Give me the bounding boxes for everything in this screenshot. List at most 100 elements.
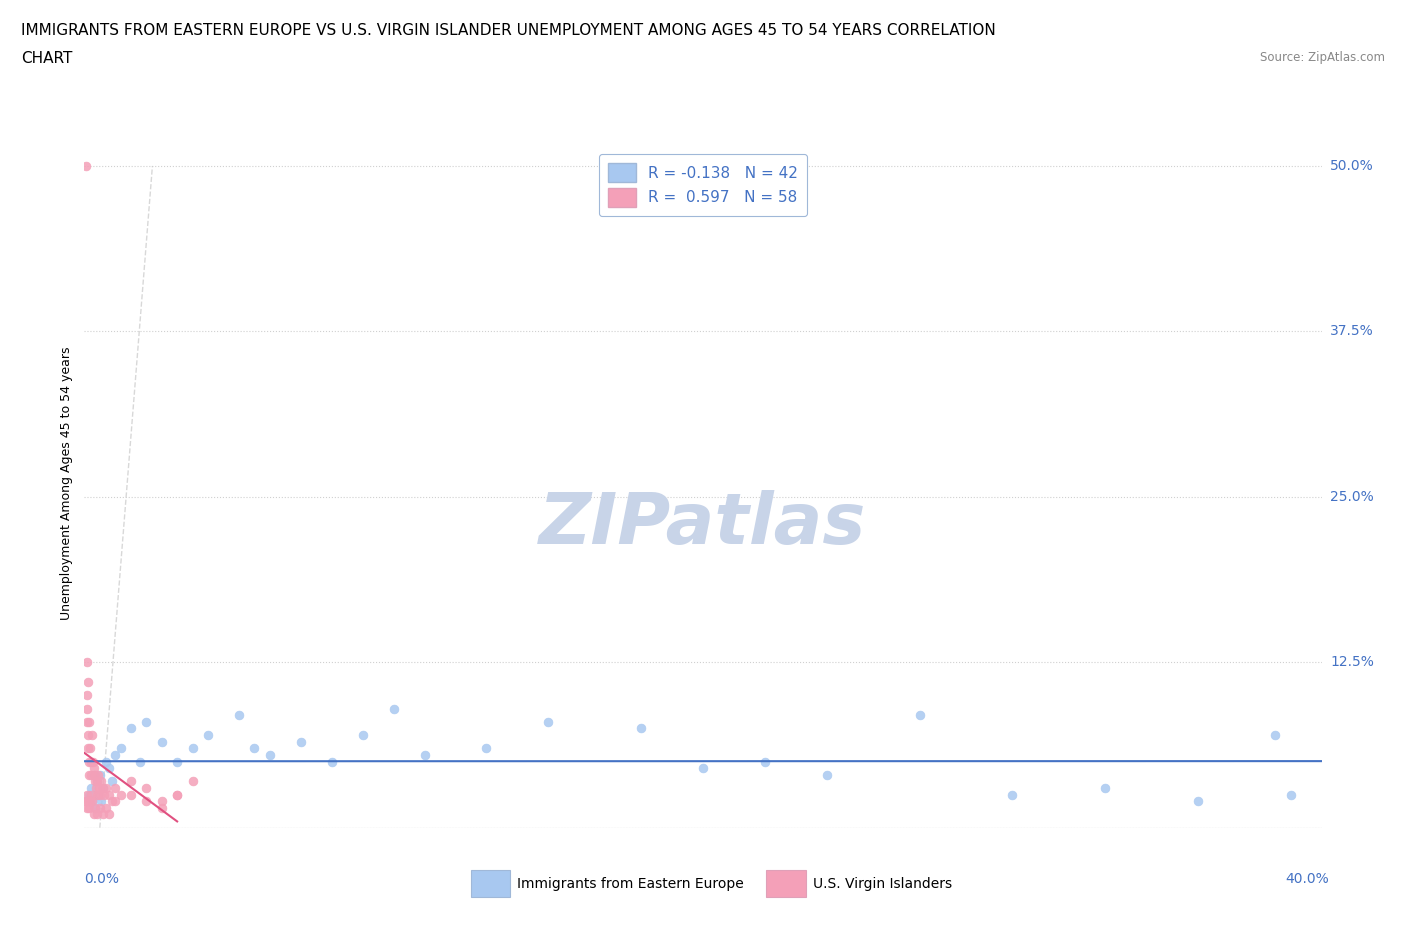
- Point: [101, 774, 124, 789]
- Point: [259, 748, 281, 763]
- Point: [79, 754, 101, 769]
- Point: [537, 714, 560, 729]
- Point: [83, 807, 105, 822]
- Point: [181, 741, 204, 756]
- Point: [290, 735, 312, 750]
- Point: [77, 794, 100, 809]
- Point: [1187, 794, 1209, 809]
- Point: [135, 714, 157, 729]
- Point: [754, 754, 776, 769]
- Point: [77, 741, 100, 756]
- Point: [98, 761, 121, 776]
- Point: [79, 780, 101, 795]
- Point: [166, 787, 188, 802]
- Point: [352, 727, 374, 742]
- Point: [166, 754, 188, 769]
- Point: [82, 794, 104, 809]
- Point: [79, 741, 101, 756]
- Point: [82, 754, 104, 769]
- Point: [75, 794, 97, 809]
- Point: [76, 701, 98, 716]
- Point: [1264, 727, 1286, 742]
- Point: [120, 721, 142, 736]
- Point: [83, 761, 105, 776]
- Text: U.S. Virgin Islanders: U.S. Virgin Islanders: [813, 876, 952, 891]
- Point: [475, 741, 498, 756]
- Point: [77, 787, 100, 802]
- Y-axis label: Unemployment Among Ages 45 to 54 years: Unemployment Among Ages 45 to 54 years: [60, 347, 73, 620]
- Point: [98, 807, 121, 822]
- Point: [135, 780, 157, 795]
- Point: [89, 801, 111, 816]
- Point: [166, 787, 188, 802]
- Point: [94, 754, 117, 769]
- Point: [82, 727, 104, 742]
- Point: [82, 794, 104, 809]
- Point: [98, 787, 121, 802]
- Point: [79, 767, 101, 782]
- Point: [76, 655, 98, 670]
- Legend: R = -0.138   N = 42, R =  0.597   N = 58: R = -0.138 N = 42, R = 0.597 N = 58: [599, 154, 807, 216]
- Text: 0.0%: 0.0%: [84, 871, 120, 886]
- Point: [80, 767, 103, 782]
- Point: [413, 748, 436, 763]
- Point: [87, 787, 110, 802]
- Text: 40.0%: 40.0%: [1285, 871, 1329, 886]
- Point: [76, 727, 98, 742]
- Point: [89, 780, 111, 795]
- Point: [243, 741, 266, 756]
- Point: [150, 735, 173, 750]
- Point: [120, 787, 142, 802]
- Point: [77, 714, 100, 729]
- Point: [110, 787, 132, 802]
- Point: [76, 688, 98, 703]
- Point: [90, 774, 112, 789]
- Point: [86, 774, 108, 789]
- Point: [104, 780, 127, 795]
- Point: [630, 721, 652, 736]
- Point: [91, 780, 114, 795]
- Point: [90, 794, 112, 809]
- Point: [382, 701, 405, 716]
- Point: [129, 754, 152, 769]
- Point: [1279, 787, 1302, 802]
- Point: [150, 794, 173, 809]
- Point: [110, 741, 132, 756]
- Point: [150, 801, 173, 816]
- Point: [84, 780, 107, 795]
- Point: [84, 801, 107, 816]
- Point: [77, 754, 100, 769]
- Point: [692, 761, 714, 776]
- Point: [91, 780, 114, 795]
- Point: [79, 794, 101, 809]
- Point: [83, 767, 105, 782]
- Point: [104, 748, 127, 763]
- Text: 12.5%: 12.5%: [1330, 656, 1374, 670]
- Text: 25.0%: 25.0%: [1330, 490, 1374, 504]
- Point: [181, 774, 204, 789]
- Point: [94, 780, 117, 795]
- Point: [104, 794, 127, 809]
- Point: [89, 767, 111, 782]
- Point: [86, 774, 108, 789]
- Point: [77, 801, 100, 816]
- Text: 37.5%: 37.5%: [1330, 325, 1374, 339]
- Point: [93, 787, 115, 802]
- Point: [197, 727, 219, 742]
- Point: [228, 708, 250, 723]
- Point: [94, 801, 117, 816]
- Point: [89, 787, 111, 802]
- Text: 50.0%: 50.0%: [1330, 159, 1374, 173]
- Point: [86, 807, 108, 822]
- Point: [1001, 787, 1024, 802]
- Point: [908, 708, 931, 723]
- Point: [84, 767, 107, 782]
- Point: [87, 767, 110, 782]
- Point: [77, 674, 100, 689]
- Text: Source: ZipAtlas.com: Source: ZipAtlas.com: [1260, 51, 1385, 64]
- Point: [76, 801, 98, 816]
- Text: CHART: CHART: [21, 51, 73, 66]
- Point: [91, 807, 114, 822]
- Point: [84, 801, 107, 816]
- Point: [75, 158, 97, 173]
